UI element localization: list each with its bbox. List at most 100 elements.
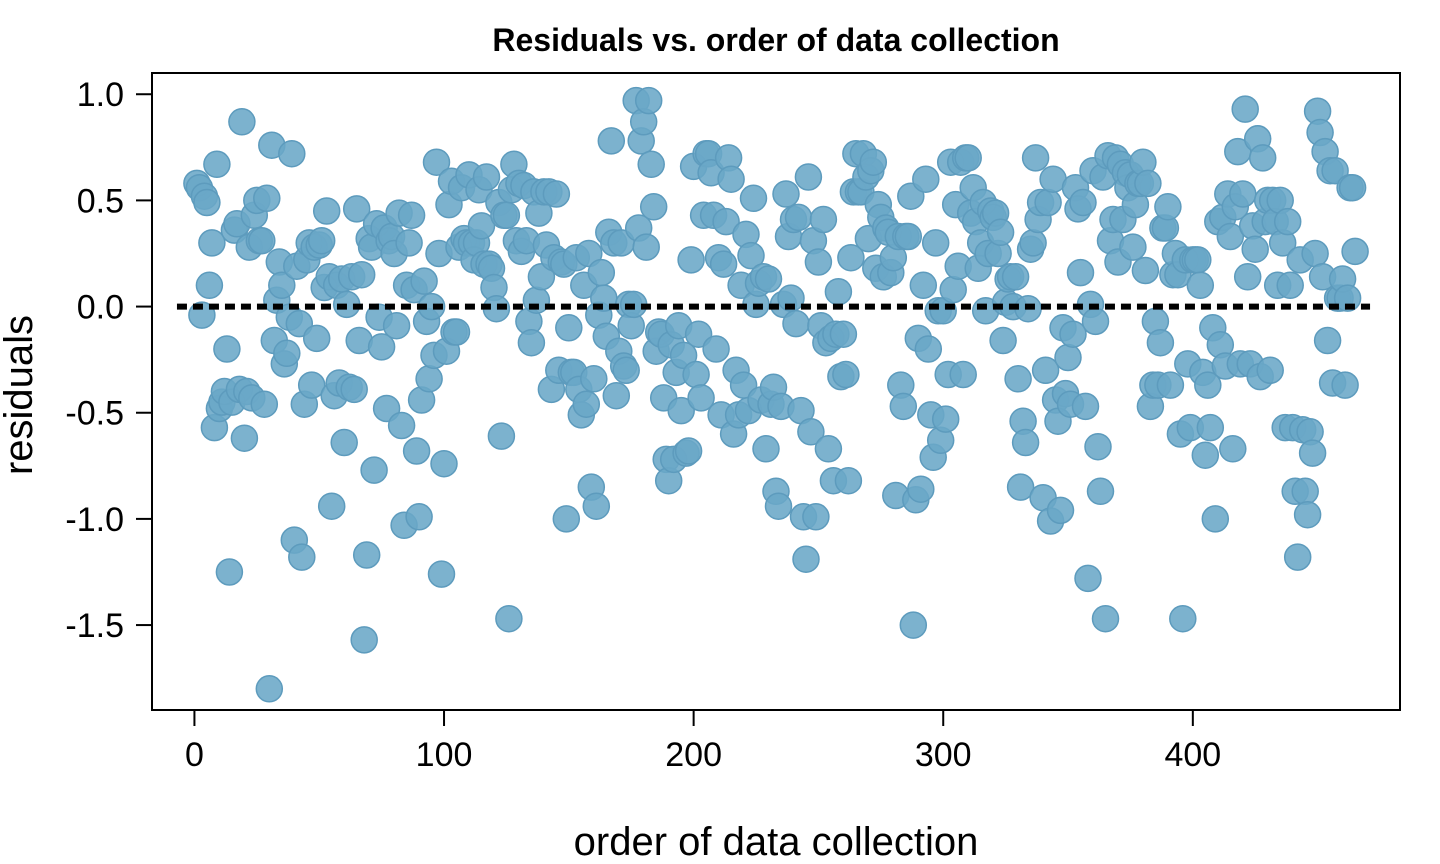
data-point xyxy=(899,611,928,639)
data-point xyxy=(1074,564,1102,593)
data-point xyxy=(278,139,306,168)
data-point xyxy=(1019,229,1047,257)
data-point xyxy=(472,163,501,191)
data-point xyxy=(772,180,800,208)
data-point xyxy=(1046,496,1075,525)
data-point xyxy=(1194,371,1222,399)
data-point xyxy=(1241,235,1269,263)
plot-frame xyxy=(151,72,1401,711)
data-point xyxy=(1273,207,1302,236)
data-point xyxy=(1131,256,1160,285)
data-point xyxy=(717,165,745,193)
x-tick-label: 0 xyxy=(185,736,204,774)
data-point xyxy=(602,381,631,410)
x-tick-label: 300 xyxy=(915,736,972,774)
data-point xyxy=(213,335,241,363)
data-point xyxy=(1081,307,1110,336)
data-point xyxy=(350,626,378,654)
data-point xyxy=(667,396,695,425)
data-point xyxy=(542,180,571,208)
data-point xyxy=(1054,343,1082,372)
data-point xyxy=(921,229,950,257)
data-point xyxy=(794,163,823,191)
data-point xyxy=(367,333,396,361)
data-point xyxy=(352,541,381,569)
data-point xyxy=(1086,477,1115,506)
data-point xyxy=(702,335,730,363)
data-point xyxy=(410,267,438,295)
data-point xyxy=(1021,144,1050,172)
data-point xyxy=(288,543,316,571)
data-point xyxy=(837,243,865,272)
x-axis: 0 100 200 300 400 xyxy=(185,710,1221,774)
data-point xyxy=(405,503,433,531)
data-point xyxy=(268,271,296,300)
data-point xyxy=(1031,356,1060,385)
data-point xyxy=(797,418,825,446)
data-point xyxy=(1229,180,1257,208)
data-point xyxy=(1341,237,1369,266)
x-axis-label: order of data collection xyxy=(574,820,979,864)
data-point xyxy=(986,218,1015,247)
data-point xyxy=(1069,188,1097,217)
data-point xyxy=(517,328,546,357)
x-tick-label: 100 xyxy=(416,736,473,774)
data-point xyxy=(1331,371,1359,399)
data-point xyxy=(1156,371,1185,399)
data-point xyxy=(1006,473,1035,501)
data-point xyxy=(784,203,813,232)
data-point xyxy=(889,392,918,421)
data-point xyxy=(430,449,458,478)
data-point xyxy=(195,271,224,300)
data-point xyxy=(832,360,860,389)
data-point xyxy=(552,505,581,533)
data-point xyxy=(1034,188,1062,217)
data-point xyxy=(912,165,940,193)
data-point xyxy=(894,222,923,251)
data-point xyxy=(580,365,608,393)
data-point xyxy=(1071,392,1100,421)
y-tick-label: 0.5 xyxy=(77,182,124,220)
data-point xyxy=(492,201,521,230)
data-point xyxy=(555,314,583,342)
data-point xyxy=(442,318,471,346)
data-point xyxy=(253,184,281,213)
data-point xyxy=(1146,328,1175,357)
data-point xyxy=(1001,263,1030,291)
data-point xyxy=(824,277,853,306)
data-point xyxy=(802,503,830,531)
data-point xyxy=(597,127,626,155)
data-point xyxy=(273,339,301,368)
data-point xyxy=(395,229,423,257)
data-point xyxy=(677,246,705,274)
data-point xyxy=(1169,604,1197,633)
data-point xyxy=(754,265,783,293)
data-point xyxy=(1059,320,1087,348)
data-point xyxy=(1186,271,1215,300)
data-point xyxy=(1184,246,1212,274)
data-point xyxy=(931,405,960,433)
data-point xyxy=(317,492,346,520)
data-point xyxy=(302,324,331,353)
data-point xyxy=(1091,604,1120,633)
data-point xyxy=(1298,439,1327,467)
data-point xyxy=(1004,365,1032,393)
data-point xyxy=(1338,173,1367,202)
data-point xyxy=(684,320,713,348)
data-point xyxy=(387,411,416,440)
data-point xyxy=(347,260,376,289)
y-tick-label: -1.0 xyxy=(65,501,124,539)
data-point xyxy=(989,326,1017,355)
data-point xyxy=(637,150,665,179)
y-axis-label: residuals xyxy=(0,315,41,475)
data-point xyxy=(342,195,371,223)
data-point xyxy=(612,356,640,385)
data-point xyxy=(939,275,967,304)
data-point xyxy=(1011,428,1040,457)
data-point xyxy=(230,424,259,452)
data-point xyxy=(1248,144,1277,172)
data-point xyxy=(297,371,326,399)
data-point xyxy=(415,365,443,393)
data-point xyxy=(402,437,431,465)
